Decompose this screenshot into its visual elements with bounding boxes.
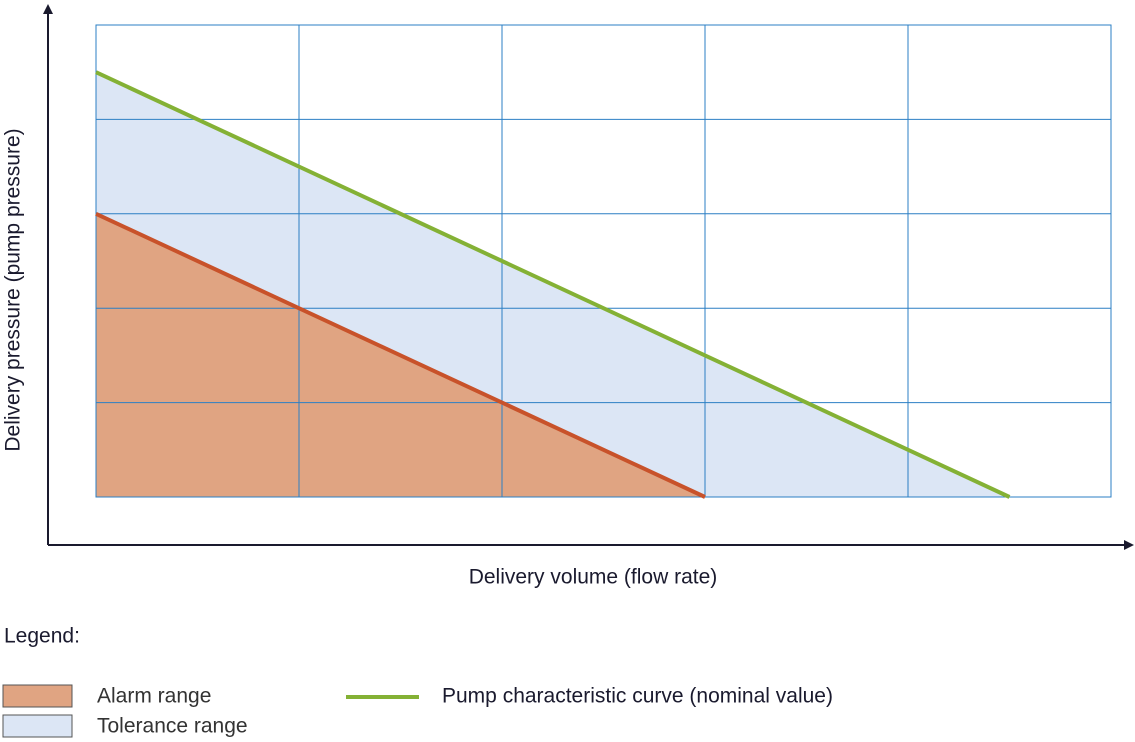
plot-frame xyxy=(95,24,1112,498)
legend-swatch xyxy=(2,684,73,708)
legend-label: Tolerance range xyxy=(97,715,248,738)
range-line xyxy=(95,211,706,499)
legend-label: Pump characteristic curve (nominal value… xyxy=(442,685,833,708)
y-axis-title: Delivery pressure (pump pressure) xyxy=(2,128,25,451)
curve-line xyxy=(95,70,1011,499)
x-axis-title: Delivery volume (flow rate) xyxy=(469,566,718,589)
legend-swatch xyxy=(2,714,73,738)
plot-lines xyxy=(95,70,1011,499)
legend: Alarm range Tolerance range Pump character… xyxy=(2,684,833,738)
legend-title: Legend: xyxy=(4,625,80,648)
legend-label: Alarm range xyxy=(97,685,211,708)
